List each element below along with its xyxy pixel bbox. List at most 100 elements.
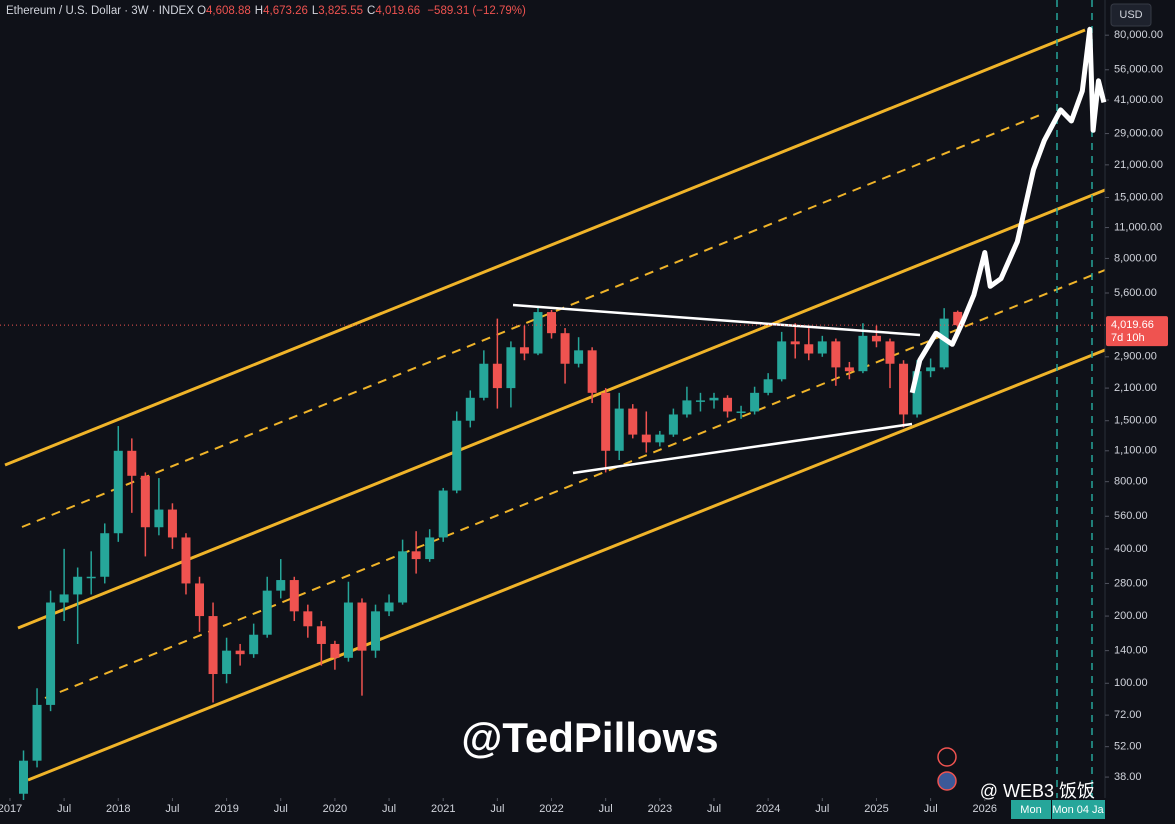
candle-body xyxy=(59,594,69,603)
candle-body xyxy=(506,347,516,389)
x-tick-label: Jul xyxy=(707,803,721,815)
y-tick-label: 52.00 xyxy=(1114,741,1142,753)
candle-body xyxy=(777,341,787,380)
candle-body xyxy=(438,490,448,538)
candle-body xyxy=(357,602,367,651)
candle-body xyxy=(167,509,177,538)
candle-body xyxy=(912,371,922,415)
candle-body xyxy=(113,450,123,534)
ohlc-value: 4,019.66 xyxy=(375,5,421,17)
candle-body xyxy=(73,576,83,595)
candle-body xyxy=(411,551,421,560)
candle-body xyxy=(371,611,381,651)
ohlc-key: C xyxy=(367,5,376,17)
candle-body xyxy=(100,533,110,577)
candle-body xyxy=(804,344,814,354)
candle-body xyxy=(235,650,245,655)
candle-body xyxy=(425,537,435,560)
x-tick-label: Jul xyxy=(382,803,396,815)
projection xyxy=(909,26,1107,394)
candle-body xyxy=(899,363,909,415)
price-badge xyxy=(1106,316,1168,347)
x-tick-label: 2020 xyxy=(323,803,347,815)
x-tick-label: Jul xyxy=(490,803,504,815)
candle-body xyxy=(519,347,529,354)
x-tick-label: 2018 xyxy=(106,803,130,815)
symbol: Ethereum / U.S. Dollar · 3W · INDEX xyxy=(6,5,194,17)
y-tick-label: 5,600.00 xyxy=(1114,287,1157,299)
candle-body xyxy=(858,335,868,372)
candle-body xyxy=(709,397,719,401)
candle-body xyxy=(181,537,191,584)
currency-button[interactable] xyxy=(1110,3,1152,27)
y-tick-label: 140.00 xyxy=(1114,645,1148,657)
x-tick-label: 2025 xyxy=(864,803,888,815)
badge-label: Mon 04 Ja xyxy=(1052,804,1104,816)
candle-body xyxy=(276,580,286,591)
candle-body xyxy=(560,333,570,364)
y-tick-label: 200.00 xyxy=(1114,610,1148,622)
candle-body xyxy=(479,363,489,398)
candle-body xyxy=(316,626,326,644)
countdown: 7d 10h xyxy=(1111,332,1145,344)
x-tick-label: Jul xyxy=(924,803,938,815)
y-tick-label: 21,000.00 xyxy=(1114,159,1163,171)
badge-label: Mon xyxy=(1020,804,1041,816)
y-tick-label: 56,000.00 xyxy=(1114,64,1163,76)
ohlc-key: L xyxy=(311,5,319,17)
candle-body xyxy=(723,397,733,412)
y-tick-label: 560.00 xyxy=(1114,510,1148,522)
candle-body xyxy=(127,450,137,476)
candle-body xyxy=(384,602,394,612)
y-tick-label: 1,500.00 xyxy=(1114,415,1157,427)
candle-body xyxy=(817,341,827,354)
y-tick-label: 280.00 xyxy=(1114,577,1148,589)
badge xyxy=(1052,800,1105,819)
y-tick-label: 29,000.00 xyxy=(1114,127,1163,139)
x-tick-label: 2024 xyxy=(756,803,780,815)
price-label: 4,019.66 xyxy=(1111,319,1154,331)
candle-body xyxy=(547,312,557,334)
y-tick-label: 38.00 xyxy=(1114,771,1142,783)
y-tick-label: 400.00 xyxy=(1114,543,1148,555)
channel-line xyxy=(17,188,1106,630)
x-tick-label: 2026 xyxy=(973,803,997,815)
event-icon[interactable] xyxy=(937,747,957,767)
trend-line xyxy=(512,303,921,337)
candle-body xyxy=(533,312,543,354)
badge xyxy=(1011,800,1051,819)
ohlc-key: O xyxy=(197,5,207,17)
candle-body xyxy=(154,509,164,528)
candle-body xyxy=(885,341,895,364)
session-lines xyxy=(1056,0,1093,798)
candle-body xyxy=(736,411,746,413)
ohlc-value: 3,825.55 xyxy=(318,5,364,17)
candle-body xyxy=(682,400,692,415)
x-tick-label: Jul xyxy=(815,803,829,815)
candle-body xyxy=(844,367,854,372)
currency[interactable]: USD xyxy=(1119,9,1142,21)
candle-body xyxy=(398,551,408,603)
x-tick-label: 2017 xyxy=(0,803,22,815)
y-tick-label: 41,000.00 xyxy=(1114,94,1163,106)
candle-body xyxy=(655,434,665,443)
candle-body xyxy=(492,363,502,389)
candle-body xyxy=(249,634,259,655)
y-tick-label: 2,100.00 xyxy=(1114,382,1157,394)
y-tick-label: 1,100.00 xyxy=(1114,445,1157,457)
y-tick-label: 2,900.00 xyxy=(1114,351,1157,363)
ohlc-value: 4,608.88 xyxy=(206,5,251,17)
event-icon[interactable] xyxy=(937,771,957,791)
candle-body xyxy=(668,414,678,435)
channel-line xyxy=(4,28,1086,467)
candle-body xyxy=(641,434,651,443)
candle-body xyxy=(601,392,611,451)
change: −589.31 (−12.79%) xyxy=(427,5,526,17)
x-tick-label: 2019 xyxy=(214,803,238,815)
y-tick-label: 8,000.00 xyxy=(1114,252,1157,264)
candle-body xyxy=(452,420,462,491)
candle-body xyxy=(871,335,881,342)
candles xyxy=(19,306,963,800)
watermark: @TedPillows xyxy=(461,714,718,761)
